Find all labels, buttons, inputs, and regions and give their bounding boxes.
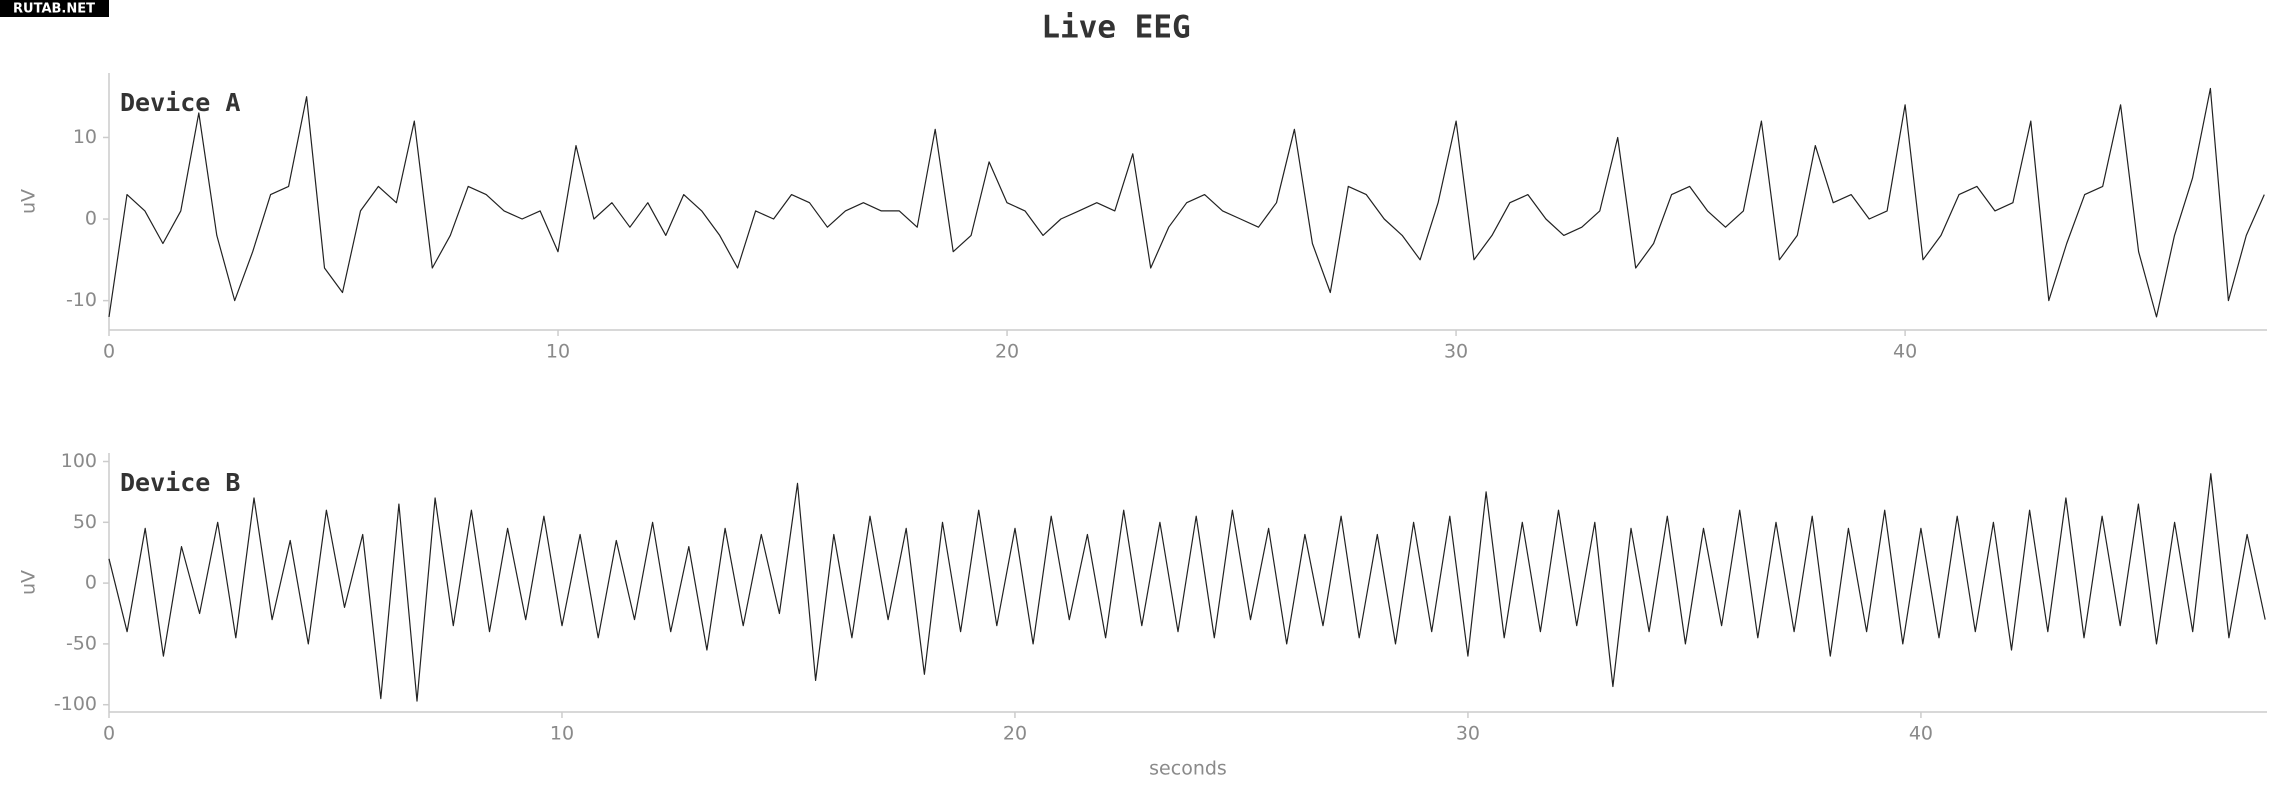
x-tick-label: 0 bbox=[103, 341, 115, 363]
x-tick-label: 10 bbox=[550, 723, 574, 745]
signal-line bbox=[108, 473, 2266, 702]
signal-line bbox=[108, 87, 2265, 318]
panel-label: Device B bbox=[120, 468, 240, 497]
y-tick-label: 50 bbox=[73, 511, 97, 533]
y-tick-label: 0 bbox=[85, 572, 97, 594]
figure-title: Live EEG bbox=[1041, 10, 1190, 46]
watermark-box bbox=[0, 0, 109, 17]
x-tick-label: 30 bbox=[1444, 341, 1468, 363]
panel-label: Device A bbox=[120, 88, 240, 117]
y-tick-label: -100 bbox=[54, 693, 97, 715]
y-tick-label: 10 bbox=[73, 126, 97, 148]
x-tick-label: 30 bbox=[1456, 723, 1480, 745]
y-tick-label: 100 bbox=[61, 450, 97, 472]
x-axis-label: seconds bbox=[1149, 758, 1227, 780]
y-tick-label: -10 bbox=[66, 289, 97, 311]
x-tick-label: 20 bbox=[1003, 723, 1027, 745]
y-axis-label: uV bbox=[18, 570, 40, 595]
x-tick-label: 40 bbox=[1893, 341, 1917, 363]
x-tick-label: 20 bbox=[995, 341, 1019, 363]
x-tick-label: 40 bbox=[1909, 723, 1933, 745]
x-tick-label: 10 bbox=[546, 341, 570, 363]
x-tick-label: 0 bbox=[103, 723, 115, 745]
y-tick-label: 0 bbox=[85, 208, 97, 230]
watermark: RUTAB.NET bbox=[13, 2, 95, 17]
y-axis-label: uV bbox=[18, 189, 40, 214]
y-tick-label: -50 bbox=[66, 632, 97, 654]
